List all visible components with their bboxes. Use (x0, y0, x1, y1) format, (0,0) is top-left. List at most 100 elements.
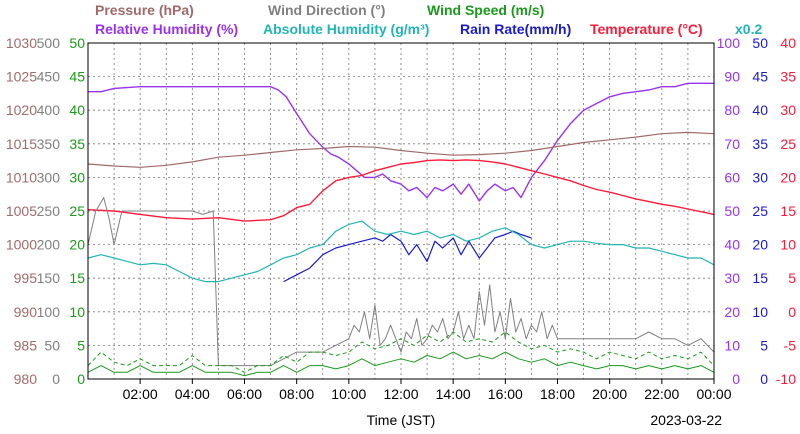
x-tick-label: 04:00 (175, 386, 210, 402)
x-tick-label: 18:00 (540, 386, 575, 402)
humidity-tick-label: 70 (724, 136, 740, 152)
pressure-tick-label: 980 (14, 371, 38, 387)
legend-item: Absolute Humidity (g/m³) (263, 21, 429, 37)
temperature-tick-label: 40 (780, 35, 796, 51)
rain-rate-tick-label: 50 (752, 35, 768, 51)
x-tick-label: 16:00 (488, 386, 523, 402)
temperature-tick-label: 20 (780, 169, 796, 185)
rain-rate-tick-label: 5 (760, 337, 768, 353)
legend-item: Wind Speed (m/s) (427, 2, 544, 18)
rain-rate-tick-label: 10 (752, 304, 768, 320)
temperature-tick-label: -10 (776, 371, 796, 387)
temperature-tick-label: 35 (780, 69, 796, 85)
legend-item: Temperature (°C) (590, 21, 703, 37)
legend-item: Wind Direction (°) (268, 2, 385, 18)
x-tick-label: 06:00 (227, 386, 262, 402)
wind-speed-tick-label: 40 (69, 102, 85, 118)
humidity-tick-label: 30 (724, 270, 740, 286)
temperature-tick-label: 15 (780, 203, 796, 219)
wind-direction-tick-label: 450 (37, 69, 61, 85)
wind-direction-tick-label: 250 (37, 203, 61, 219)
x-tick-label: 10:00 (331, 386, 366, 402)
wind-direction-tick-label: 50 (44, 337, 60, 353)
humidity-tick-label: 20 (724, 304, 740, 320)
date-label: 2023-03-22 (650, 412, 722, 428)
x-tick-label: 12:00 (383, 386, 418, 402)
series-area (87, 82, 715, 377)
rain-rate-tick-label: 25 (752, 203, 768, 219)
humidity-tick-label: 0 (732, 371, 740, 387)
temperature-tick-label: 10 (780, 237, 796, 253)
wind-speed-tick-label: 5 (77, 337, 85, 353)
wind-direction-tick-label: 200 (37, 237, 61, 253)
x-axis-label: Time (JST) (367, 412, 436, 428)
wind-speed-tick-label: 15 (69, 270, 85, 286)
pressure-tick-label: 1025 (6, 69, 37, 85)
series-line-wind-gust-m-s (87, 331, 715, 373)
wind-speed-tick-label: 45 (69, 69, 85, 85)
pressure-tick-label: 1020 (6, 102, 37, 118)
humidity-tick-label: 40 (724, 237, 740, 253)
x-tick-label: 08:00 (279, 386, 314, 402)
wind-direction-tick-label: 500 (37, 35, 61, 51)
legend-item: Rain Rate(mm/h) (460, 21, 571, 37)
series-line-wind-speed-m-s (87, 351, 715, 377)
series-line-pressure-hpa (87, 131, 715, 168)
wind-speed-tick-label: 25 (69, 203, 85, 219)
rain-rate-tick-label: 0 (760, 371, 768, 387)
temperature-tick-label: -5 (784, 337, 797, 353)
temperature-tick-label: 30 (780, 102, 796, 118)
wind-direction-tick-label: 0 (52, 371, 60, 387)
rain-rate-tick-label: 30 (752, 169, 768, 185)
rain-rate-tick-label: 20 (752, 237, 768, 253)
pressure-tick-label: 1030 (6, 35, 37, 51)
wind-speed-tick-label: 35 (69, 136, 85, 152)
pressure-tick-label: 1010 (6, 169, 37, 185)
rain-rate-tick-label: 15 (752, 270, 768, 286)
temperature-tick-label: 25 (780, 136, 796, 152)
humidity-tick-label: 50 (724, 203, 740, 219)
pressure-tick-label: 990 (14, 304, 38, 320)
wind-direction-tick-label: 300 (37, 169, 61, 185)
x-tick-label: 20:00 (592, 386, 627, 402)
axes: 9809859909951000100510101015102010251030… (6, 35, 796, 402)
pressure-tick-label: 1005 (6, 203, 37, 219)
legend: Pressure (hPa) Wind Direction (°) Wind Spe… (95, 2, 762, 37)
humidity-tick-label: 80 (724, 102, 740, 118)
humidity-tick-label: 10 (724, 337, 740, 353)
x-tick-label: 22:00 (644, 386, 679, 402)
series-line-relative-humidity (88, 82, 714, 202)
pressure-tick-label: 1000 (6, 237, 37, 253)
wind-direction-tick-label: 350 (37, 136, 61, 152)
wind-speed-tick-label: 0 (77, 371, 85, 387)
legend-item: Pressure (hPa) (95, 2, 194, 18)
series-line-absolute-humidity-g-m (87, 220, 715, 283)
series-line-wind-direction (87, 197, 715, 367)
wind-direction-tick-label: 400 (37, 102, 61, 118)
legend-item: Relative Humidity (%) (95, 21, 238, 37)
pressure-tick-label: 995 (14, 270, 38, 286)
wind-direction-tick-label: 150 (37, 270, 61, 286)
pressure-tick-label: 1015 (6, 136, 37, 152)
wind-speed-tick-label: 30 (69, 169, 85, 185)
rain-rate-tick-label: 35 (752, 136, 768, 152)
temperature-tick-label: 0 (788, 304, 796, 320)
x-tick-label: 00:00 (696, 386, 731, 402)
rain-rate-tick-label: 45 (752, 69, 768, 85)
humidity-tick-label: 90 (724, 69, 740, 85)
x-tick-label: 02:00 (123, 386, 158, 402)
wind-speed-tick-label: 50 (69, 35, 85, 51)
wind-speed-tick-label: 10 (69, 304, 85, 320)
series-line-rain-rate-mm-h (283, 230, 532, 283)
temperature-tick-label: 5 (788, 270, 796, 286)
rain-rate-tick-label: 40 (752, 102, 768, 118)
legend-item: x0.2 (735, 21, 762, 37)
humidity-tick-label: 60 (724, 169, 740, 185)
x-tick-label: 14:00 (436, 386, 471, 402)
wind-speed-tick-label: 20 (69, 237, 85, 253)
humidity-tick-label: 100 (717, 35, 741, 51)
wind-direction-tick-label: 100 (37, 304, 61, 320)
pressure-tick-label: 985 (14, 337, 38, 353)
series-line-temperature-c (87, 159, 715, 222)
